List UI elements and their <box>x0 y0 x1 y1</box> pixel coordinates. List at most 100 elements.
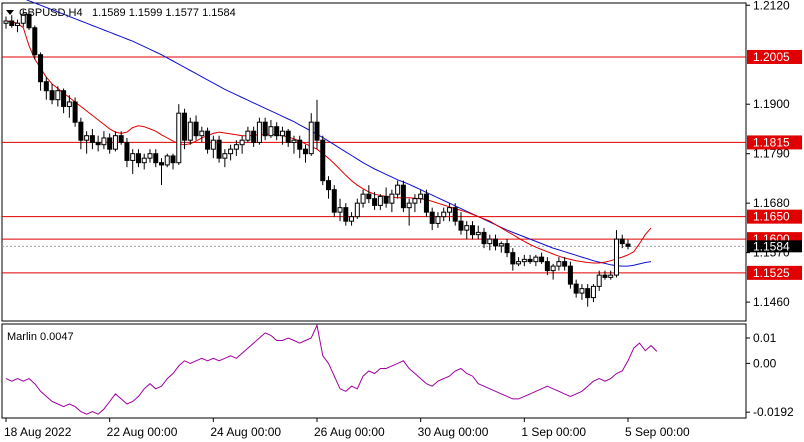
candle-body-down <box>302 148 308 155</box>
candle-body-down <box>32 27 38 56</box>
candle-body-up <box>210 139 216 150</box>
candle <box>308 113 314 156</box>
oscillator <box>5 323 658 415</box>
candle <box>493 234 499 251</box>
current-price-box <box>747 240 802 253</box>
time-tick-label: 26 Aug 00:00 <box>314 425 385 439</box>
price-tick-label: 1.1900 <box>753 97 790 111</box>
price-panel[interactable] <box>1 2 747 322</box>
candle-body-down <box>326 180 332 191</box>
candle <box>613 230 619 278</box>
candle <box>320 135 326 186</box>
candle-body-down <box>170 155 176 164</box>
candle <box>331 185 337 217</box>
candle-body-up <box>291 139 297 143</box>
candle-body-up <box>596 274 602 287</box>
candle-body-down <box>107 137 113 150</box>
price-tick-label: 1.2120 <box>753 0 790 12</box>
candle-body-down <box>562 261 568 267</box>
candle <box>429 207 435 231</box>
candle <box>3 16 9 29</box>
candle-body-down <box>366 193 372 200</box>
candle-body-down <box>9 20 15 26</box>
candle-body-up <box>187 121 193 141</box>
candle-body-down <box>539 256 545 263</box>
candle <box>562 257 568 271</box>
candle <box>585 284 591 307</box>
candle <box>625 239 631 250</box>
candle <box>412 194 418 213</box>
price-axis: 1.21201.19001.17901.16801.15701.14601.20… <box>746 0 802 309</box>
candle-body-down <box>193 121 199 137</box>
candle-body-up <box>349 216 355 222</box>
candle-body-down <box>458 220 464 231</box>
candle <box>590 284 596 303</box>
candle <box>550 263 556 280</box>
level-label: 1.1650 <box>753 210 790 224</box>
candle-body-up <box>521 258 527 263</box>
osc-tick-label: -0.0192 <box>753 405 794 419</box>
candle <box>20 9 26 27</box>
candle-body-up <box>279 130 285 137</box>
candle-body-up <box>233 144 239 150</box>
candle-body-down <box>251 130 257 143</box>
candle-body-down <box>205 130 211 150</box>
candle <box>164 153 170 168</box>
candle-body-down <box>343 207 349 222</box>
candle <box>61 88 67 114</box>
candle <box>596 270 602 291</box>
candle-body-down <box>320 139 326 182</box>
candle <box>533 254 539 267</box>
candle-body-up <box>412 198 418 204</box>
candle <box>141 153 147 170</box>
candle <box>458 212 464 235</box>
candle-body-down <box>383 195 389 204</box>
candle <box>256 117 262 145</box>
candle <box>216 135 222 163</box>
candle <box>343 203 349 226</box>
candle-body-up <box>550 265 556 272</box>
candle-body-down <box>527 258 533 263</box>
candle <box>210 135 216 159</box>
candle <box>475 225 481 240</box>
candle-body-down <box>544 261 550 272</box>
price-tick-label: 1.1460 <box>753 295 790 309</box>
candle-body-up <box>487 238 493 245</box>
candle <box>464 221 470 240</box>
candle-body-down <box>573 283 579 294</box>
oscillator-axis: 0.01 0.00 -0.0192 <box>746 331 794 419</box>
menu-triangle-icon[interactable] <box>6 10 14 15</box>
time-axis: 18 Aug 2022 22 Aug 00:00 24 Aug 00:00 26 Au… <box>4 418 690 439</box>
candle <box>521 254 527 267</box>
candle <box>147 149 153 163</box>
candle-body-down <box>619 238 625 245</box>
candle <box>481 227 487 249</box>
candle <box>228 144 234 161</box>
osc-tick-label: 0.01 <box>753 331 777 345</box>
candle-body-down <box>89 135 95 143</box>
candle-body-up <box>268 126 274 137</box>
candle <box>418 189 424 204</box>
candle <box>176 104 182 165</box>
candle <box>72 97 78 127</box>
ma-slow-line <box>25 0 652 267</box>
candle <box>510 248 516 271</box>
candle <box>326 176 332 199</box>
ma-fast-line <box>5 20 652 264</box>
candle-body-down <box>429 211 435 224</box>
candle <box>268 119 274 138</box>
candle-body-up <box>228 148 234 155</box>
candle-body-down <box>625 243 631 247</box>
candle <box>366 185 372 204</box>
candle <box>389 189 395 213</box>
candle-body-down <box>26 13 32 29</box>
candle <box>400 180 406 213</box>
candle-body-down <box>153 153 159 164</box>
indicator-panel[interactable] <box>1 323 747 419</box>
candle <box>527 254 533 264</box>
candle-body-up <box>245 130 251 141</box>
candle <box>579 284 585 300</box>
candle <box>377 194 383 210</box>
candle <box>360 189 366 208</box>
